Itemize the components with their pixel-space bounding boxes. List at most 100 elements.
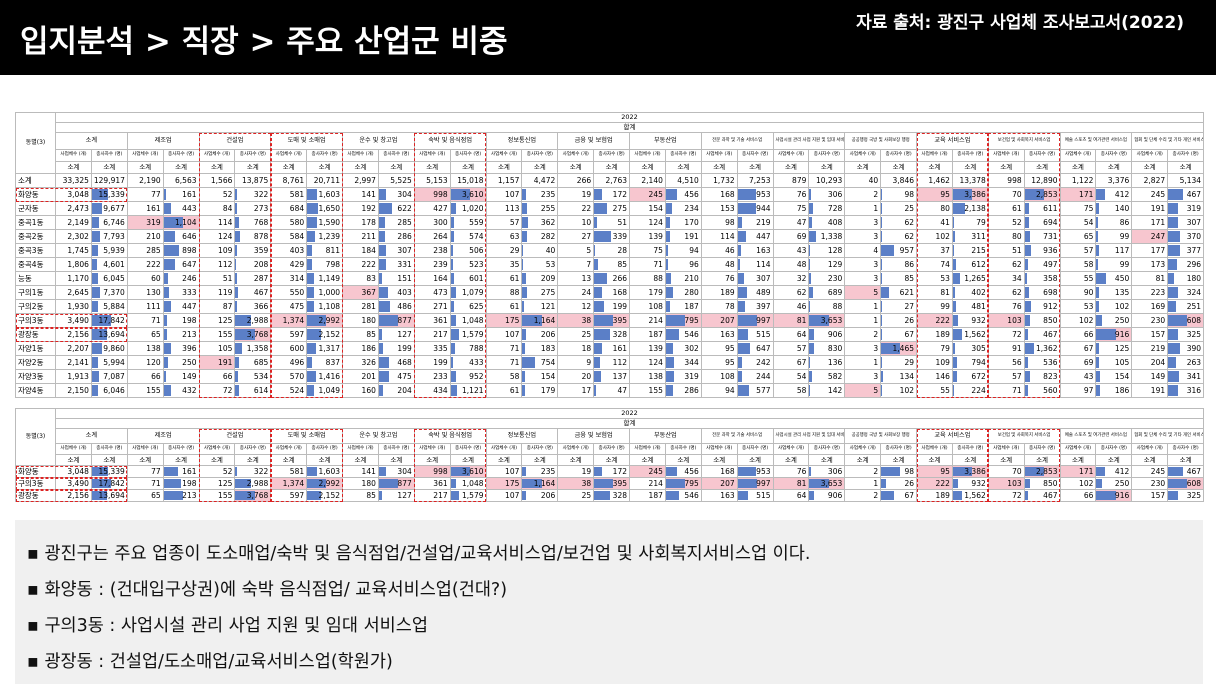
subtotal-label: 소계: [557, 161, 595, 174]
cell-value: 646: [182, 231, 197, 241]
cell-value: 124: [648, 217, 663, 227]
cell: 65: [126, 327, 164, 342]
data-bar: [594, 315, 614, 326]
data-bar: [92, 301, 99, 312]
cell: 149: [1131, 369, 1169, 384]
cell-value: 142: [827, 385, 843, 395]
data-bar: [809, 491, 815, 500]
cell: 95: [916, 465, 953, 478]
cell-value: 80: [1012, 231, 1022, 241]
cell: 3,376: [1095, 173, 1133, 188]
data-bar: [1025, 189, 1044, 200]
cell: 41: [916, 215, 953, 230]
cell: 72: [987, 489, 1025, 502]
data-bar: [307, 301, 315, 312]
cell: 2,141: [55, 355, 92, 370]
data-bar: [1168, 217, 1178, 228]
cell: 25: [880, 201, 917, 216]
cell-value: 361: [433, 478, 448, 488]
data-bar: [809, 231, 817, 242]
cell-value: 2,992: [318, 315, 340, 325]
cell-value: 179: [648, 287, 663, 297]
cell-value: 128: [827, 245, 843, 255]
subtotal-label: 소계: [485, 161, 523, 174]
cell-value: 61: [509, 385, 520, 395]
cell-value: 1,020: [462, 203, 484, 213]
cell-value: 43: [796, 245, 807, 255]
cell-value: 155: [648, 385, 663, 395]
cell-value: 71: [151, 478, 161, 488]
cell-value: 199: [433, 357, 448, 367]
data-bar: [164, 371, 167, 382]
cell-value: 467: [1043, 490, 1058, 500]
cell: 582: [808, 369, 846, 384]
cell: 120: [126, 355, 164, 370]
cell: 186: [1095, 383, 1133, 398]
cell-value: 467: [1043, 329, 1058, 339]
cell-value: 70: [1012, 466, 1022, 476]
cell-value: 66: [1083, 329, 1094, 339]
cell: 171: [1059, 465, 1097, 478]
cell-value: 877: [397, 315, 412, 325]
data-table: 동별(3) 2022 합계 소계 제조업 건설업 도매 및 소매업 운수 및 창고업 숙박 및 …: [15, 112, 1205, 398]
cell: 1,239: [306, 229, 343, 244]
cell: 191: [198, 355, 236, 370]
cell-value: 434: [433, 385, 448, 395]
cell: 998: [413, 187, 451, 202]
cell-value: 266: [576, 175, 592, 185]
cell-value: 584: [289, 231, 305, 241]
cell: 214: [629, 313, 666, 328]
data-bar: [594, 467, 603, 476]
cell-value: 163: [720, 490, 735, 500]
cell: 335: [413, 341, 451, 356]
subtotal-label: 소계: [880, 161, 917, 174]
data-bar: [738, 245, 741, 256]
cell: 155: [198, 489, 236, 502]
cell: 37: [916, 243, 953, 258]
cell: 71: [987, 383, 1025, 398]
cell-value: 6,563: [175, 175, 197, 185]
cell: 536: [1023, 355, 1061, 370]
cell-value: 953: [756, 466, 771, 476]
cell: 1,806: [55, 257, 92, 272]
cell-value: 1: [873, 357, 879, 367]
cell-value: 614: [253, 385, 269, 395]
data-bar: [809, 245, 811, 256]
cell: 467: [1167, 187, 1205, 202]
cell-value: 69: [796, 231, 807, 241]
cell: 81: [1131, 271, 1169, 286]
cell: 307: [377, 243, 415, 258]
data-bar: [1025, 479, 1031, 488]
cell-value: 224: [971, 385, 986, 395]
data-bar: [738, 315, 757, 326]
data-bar: [164, 189, 167, 200]
data-bar: [235, 301, 238, 312]
cell: 325: [1167, 489, 1205, 502]
cell-value: 8,761: [282, 175, 305, 185]
row-label: 자양4동: [15, 383, 56, 398]
cell: 46: [772, 299, 810, 314]
cell: 52: [198, 465, 236, 478]
subtotal-label: 소계: [485, 454, 523, 466]
cell: 24: [557, 285, 595, 300]
data-bar: [738, 301, 746, 312]
cell: 475: [377, 369, 415, 384]
cell: 275: [521, 285, 559, 300]
cell-value: 99: [1119, 231, 1130, 241]
sub-header: 사업체수 (개): [342, 149, 379, 162]
cell-value: 850: [1043, 315, 1058, 325]
cell: 114: [198, 215, 236, 230]
cell-value: 19: [581, 466, 592, 476]
cell: 213: [162, 489, 200, 502]
cell: 12,890: [1023, 173, 1061, 188]
data-bar: [92, 287, 100, 298]
data-bar: [164, 273, 168, 284]
cell-value: 27: [581, 231, 592, 241]
data-bar: [953, 203, 965, 214]
cell-value: 149: [1150, 371, 1166, 381]
cell: 46: [700, 243, 738, 258]
data-bar: [92, 479, 112, 488]
cell-value: 6,746: [103, 217, 125, 227]
cell: 186: [342, 341, 379, 356]
data-bar: [235, 287, 238, 298]
